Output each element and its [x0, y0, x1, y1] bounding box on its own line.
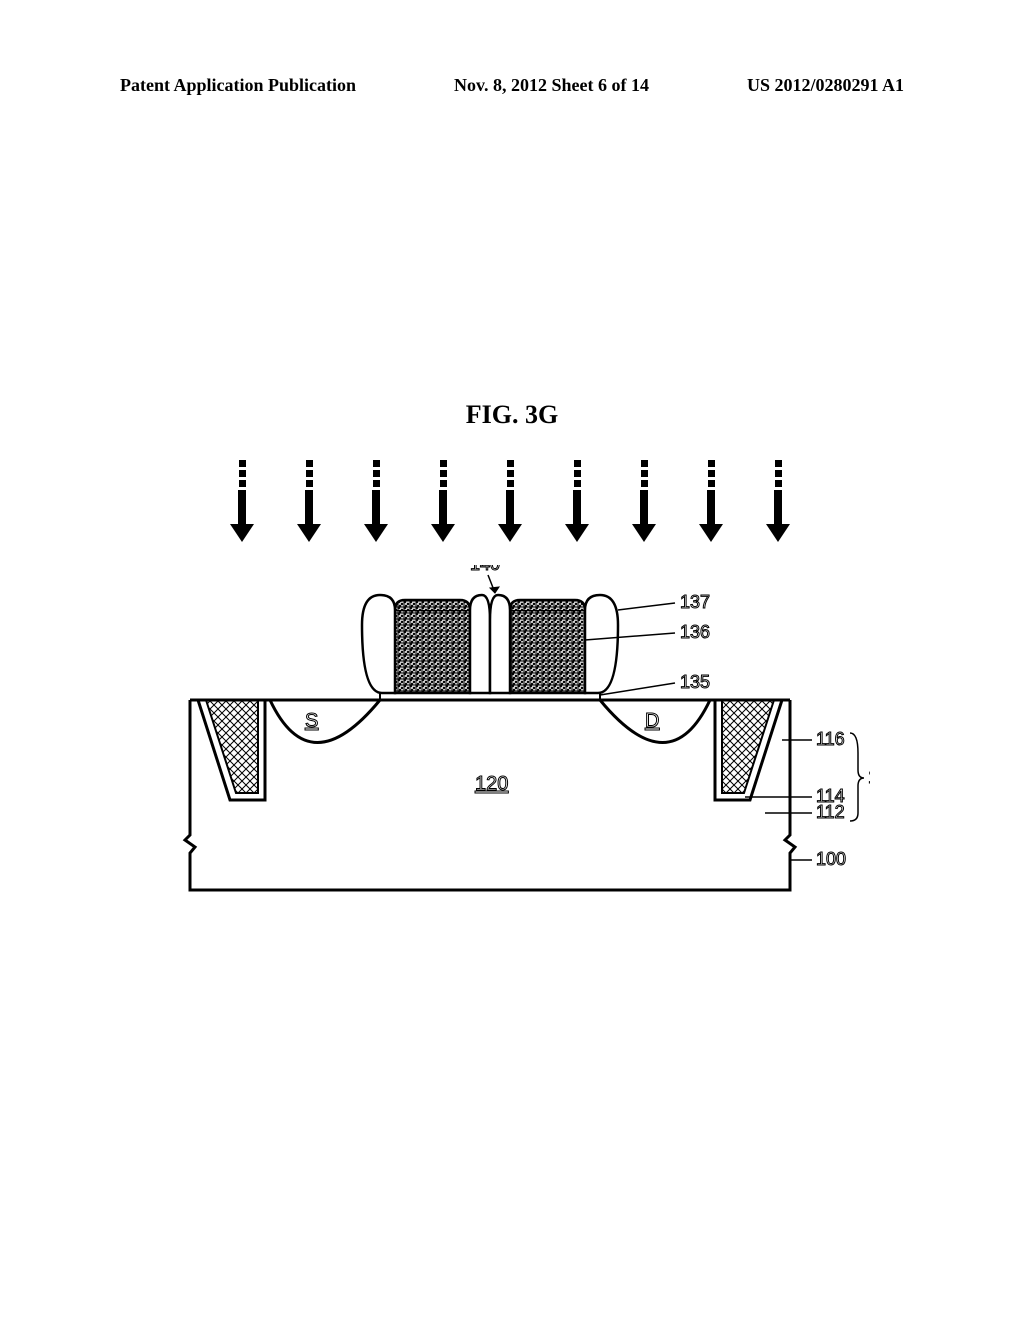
implant-arrow — [766, 460, 790, 542]
svg-text:D: D — [645, 710, 659, 732]
implant-arrow — [699, 460, 723, 542]
figure-title: FIG. 3G — [0, 400, 1024, 430]
implant-arrow — [431, 460, 455, 542]
implant-arrow — [565, 460, 589, 542]
svg-text:136: 136 — [680, 622, 710, 642]
implant-arrows — [230, 460, 790, 542]
implant-arrow — [230, 460, 254, 542]
page-header: Patent Application Publication Nov. 8, 2… — [0, 75, 1024, 96]
svg-text:100: 100 — [816, 849, 846, 869]
svg-text:120: 120 — [475, 773, 508, 795]
header-left: Patent Application Publication — [120, 75, 356, 96]
header-center: Nov. 8, 2012 Sheet 6 of 14 — [454, 75, 649, 96]
svg-text:110: 110 — [868, 767, 870, 787]
implant-arrow — [297, 460, 321, 542]
svg-text:140: 140 — [470, 565, 500, 574]
svg-text:116: 116 — [816, 729, 845, 749]
svg-text:S: S — [305, 710, 318, 732]
svg-text:137: 137 — [680, 592, 710, 612]
figure-diagram: S D 120 140 137 136 135 116 114 112 110 … — [170, 460, 870, 890]
svg-text:135: 135 — [680, 672, 710, 692]
cross-section: S D 120 140 137 136 135 116 114 112 110 … — [170, 565, 870, 895]
implant-arrow — [498, 460, 522, 542]
header-right: US 2012/0280291 A1 — [747, 75, 904, 96]
svg-text:112: 112 — [816, 802, 845, 822]
implant-arrow — [364, 460, 388, 542]
implant-arrow — [632, 460, 656, 542]
